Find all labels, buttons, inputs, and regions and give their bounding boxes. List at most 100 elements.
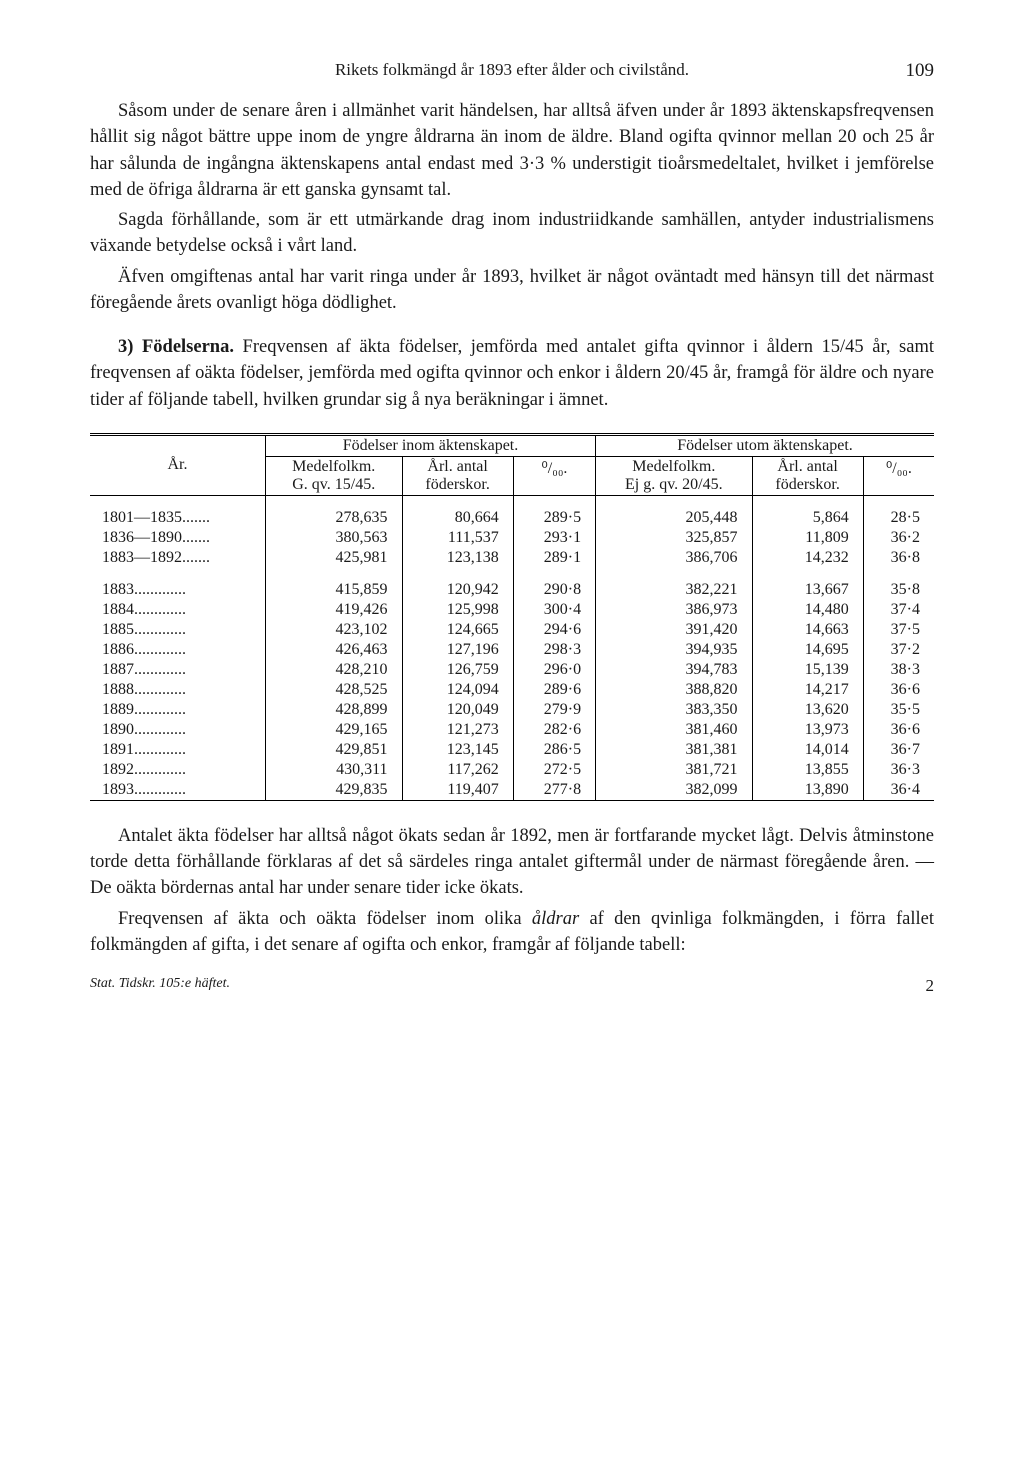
births-table: År. Födelser inom äktenskapet. Födelser …: [90, 433, 934, 801]
paragraph-4: 3) Födelserna. Freqvensen af äkta födels…: [90, 334, 934, 413]
table-cell: 124,665: [402, 620, 513, 640]
footer-right: 2: [926, 976, 935, 996]
table-cell: 325,857: [596, 528, 752, 548]
subhead-permil-in: ⁰/₀₀.: [513, 456, 595, 495]
table-cell: 123,138: [402, 548, 513, 568]
table-row: 1836—1890.......380,563111,537293·1325,8…: [90, 528, 934, 548]
table-cell: 15,139: [752, 660, 863, 680]
table-cell: 423,102: [265, 620, 402, 640]
page-number: 109: [906, 60, 935, 82]
subhead-medel-in: Medelfolkm. G. qv. 15/45.: [265, 456, 402, 495]
table-cell: 388,820: [596, 680, 752, 700]
table-cell: 1885.............: [90, 620, 265, 640]
table-cell: 127,196: [402, 640, 513, 660]
table-cell: 36·6: [863, 680, 934, 700]
table-cell: 36·2: [863, 528, 934, 548]
table-cell: 1889.............: [90, 700, 265, 720]
table-row: 1892.............430,311117,262272·5381,…: [90, 760, 934, 780]
table-cell: 13,890: [752, 780, 863, 801]
section-lead: 3) Födelserna.: [118, 337, 234, 357]
table-cell: 1887.............: [90, 660, 265, 680]
subhead-arl-in: Årl. antal föderskor.: [402, 456, 513, 495]
col-group-in: Födelser inom äktenskapet.: [265, 434, 595, 456]
table-cell: 293·1: [513, 528, 595, 548]
table-cell: 14,663: [752, 620, 863, 640]
table-cell: 1836—1890.......: [90, 528, 265, 548]
paragraph-3: Äfven omgiftenas antal har varit ringa u…: [90, 264, 934, 317]
table-cell: 119,407: [402, 780, 513, 801]
table-cell: 13,620: [752, 700, 863, 720]
table-cell: 120,049: [402, 700, 513, 720]
table-cell: 111,537: [402, 528, 513, 548]
col-group-out: Födelser utom äktenskapet.: [596, 434, 934, 456]
table-cell: 36·8: [863, 548, 934, 568]
table-cell: 80,664: [402, 508, 513, 528]
table-cell: 36·7: [863, 740, 934, 760]
table-cell: 36·3: [863, 760, 934, 780]
running-title: Rikets folkmängd år 1893 efter ålder och…: [335, 60, 689, 79]
paragraph-6: Freqvensen af äkta och oäkta födelser in…: [90, 906, 934, 959]
table-cell: 382,099: [596, 780, 752, 801]
table-cell: 383,350: [596, 700, 752, 720]
page-footer: Stat. Tidskr. 105:e häftet. 2: [90, 976, 934, 996]
table-cell: 14,217: [752, 680, 863, 700]
table-cell: 13,667: [752, 580, 863, 600]
table-cell: 289·5: [513, 508, 595, 528]
table-row: 1885.............423,102124,665294·6391,…: [90, 620, 934, 640]
table-cell: 381,721: [596, 760, 752, 780]
table-cell: 290·8: [513, 580, 595, 600]
table-cell: 286·5: [513, 740, 595, 760]
table-cell: 124,094: [402, 680, 513, 700]
table-cell: 1884.............: [90, 600, 265, 620]
subhead-medel-out: Medelfolkm. Ej g. qv. 20/45.: [596, 456, 752, 495]
table-cell: 1891.............: [90, 740, 265, 760]
table-cell: 13,973: [752, 720, 863, 740]
table-cell: 426,463: [265, 640, 402, 660]
table-cell: 428,525: [265, 680, 402, 700]
table-cell: 14,232: [752, 548, 863, 568]
table-row: 1889.............428,899120,049279·9383,…: [90, 700, 934, 720]
table-cell: 278,635: [265, 508, 402, 528]
table-cell: 300·4: [513, 600, 595, 620]
table-cell: 125,998: [402, 600, 513, 620]
paragraph-5: Antalet äkta födelser har alltså något ö…: [90, 823, 934, 902]
table-cell: 279·9: [513, 700, 595, 720]
table-row: 1884.............419,426125,998300·4386,…: [90, 600, 934, 620]
table-cell: 1893.............: [90, 780, 265, 801]
subhead-permil-out: ⁰/₀₀.: [863, 456, 934, 495]
table-cell: 1886.............: [90, 640, 265, 660]
table-cell: 289·1: [513, 548, 595, 568]
table-cell: 28·5: [863, 508, 934, 528]
table-cell: 14,014: [752, 740, 863, 760]
table-cell: 14,695: [752, 640, 863, 660]
table-cell: 272·5: [513, 760, 595, 780]
table-cell: 429,165: [265, 720, 402, 740]
table-row: 1886.............426,463127,196298·3394,…: [90, 640, 934, 660]
table-row: 1888.............428,525124,094289·6388,…: [90, 680, 934, 700]
table-cell: 289·6: [513, 680, 595, 700]
table-row: 1890.............429,165121,273282·6381,…: [90, 720, 934, 740]
col-header-year: År.: [90, 434, 265, 495]
table-cell: 37·2: [863, 640, 934, 660]
table-cell: 394,783: [596, 660, 752, 680]
table-cell: 1892.............: [90, 760, 265, 780]
table-cell: 386,706: [596, 548, 752, 568]
table-cell: 419,426: [265, 600, 402, 620]
table-cell: 37·5: [863, 620, 934, 640]
table-cell: 282·6: [513, 720, 595, 740]
table-cell: 381,381: [596, 740, 752, 760]
table-cell: 1801—1835.......: [90, 508, 265, 528]
subhead-arl-out: Årl. antal föderskor.: [752, 456, 863, 495]
table-row: 1883.............415,859120,942290·8382,…: [90, 580, 934, 600]
table-cell: 428,210: [265, 660, 402, 680]
table-cell: 296·0: [513, 660, 595, 680]
table-cell: 430,311: [265, 760, 402, 780]
table-cell: 381,460: [596, 720, 752, 740]
table-cell: 35·8: [863, 580, 934, 600]
table-cell: 5,864: [752, 508, 863, 528]
table-cell: 386,973: [596, 600, 752, 620]
table-cell: 1890.............: [90, 720, 265, 740]
table-cell: 121,273: [402, 720, 513, 740]
table-row: 1883—1892.......425,981123,138289·1386,7…: [90, 548, 934, 568]
table-cell: 13,855: [752, 760, 863, 780]
